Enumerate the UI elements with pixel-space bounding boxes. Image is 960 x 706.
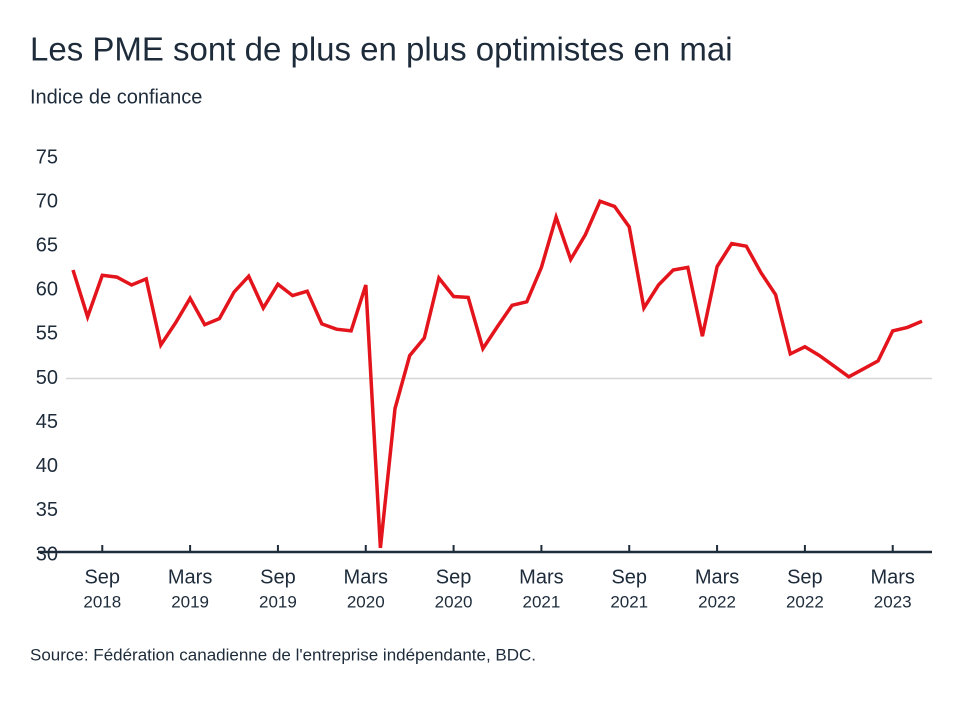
y-tick-label: 45	[36, 411, 58, 433]
x-tick-label: Sep	[260, 566, 296, 588]
x-tick-label: Sep	[787, 566, 823, 588]
source-note: Source: Fédération canadienne de l'entre…	[30, 645, 536, 664]
x-tick-year: 2023	[874, 592, 912, 611]
y-tick-label: 70	[36, 190, 58, 212]
y-tick-label: 75	[36, 146, 58, 168]
chart-title: Les PME sont de plus en plus optimistes …	[30, 31, 733, 68]
y-tick-label: 55	[36, 323, 58, 345]
y-tick-label: 65	[36, 235, 58, 257]
x-tick-label: Mars	[519, 566, 563, 588]
x-tick-label: Mars	[168, 566, 212, 588]
y-tick-label: 40	[36, 455, 58, 477]
x-tick-year: 2019	[171, 592, 209, 611]
y-tick-label: 50	[36, 367, 58, 389]
x-tick-year: 2021	[610, 592, 648, 611]
x-tick-label: Sep	[611, 566, 647, 588]
x-tick-year: 2018	[83, 592, 121, 611]
chart-subtitle: Indice de confiance	[30, 86, 202, 108]
x-tick-label: Sep	[436, 566, 472, 588]
x-tick-year: 2019	[259, 592, 297, 611]
y-tick-label: 30	[36, 543, 58, 565]
x-tick-label: Sep	[84, 566, 120, 588]
x-tick-year: 2022	[786, 592, 824, 611]
y-tick-label: 35	[36, 499, 58, 521]
x-tick-year: 2020	[347, 592, 385, 611]
x-tick-year: 2022	[698, 592, 736, 611]
x-tick-label: Mars	[695, 566, 739, 588]
data-line	[71, 198, 923, 549]
x-tick-label: Mars	[870, 566, 914, 588]
x-tick-year: 2021	[522, 592, 560, 611]
x-tick-label: Mars	[344, 566, 388, 588]
x-tick-year: 2020	[435, 592, 473, 611]
y-tick-label: 60	[36, 279, 58, 301]
